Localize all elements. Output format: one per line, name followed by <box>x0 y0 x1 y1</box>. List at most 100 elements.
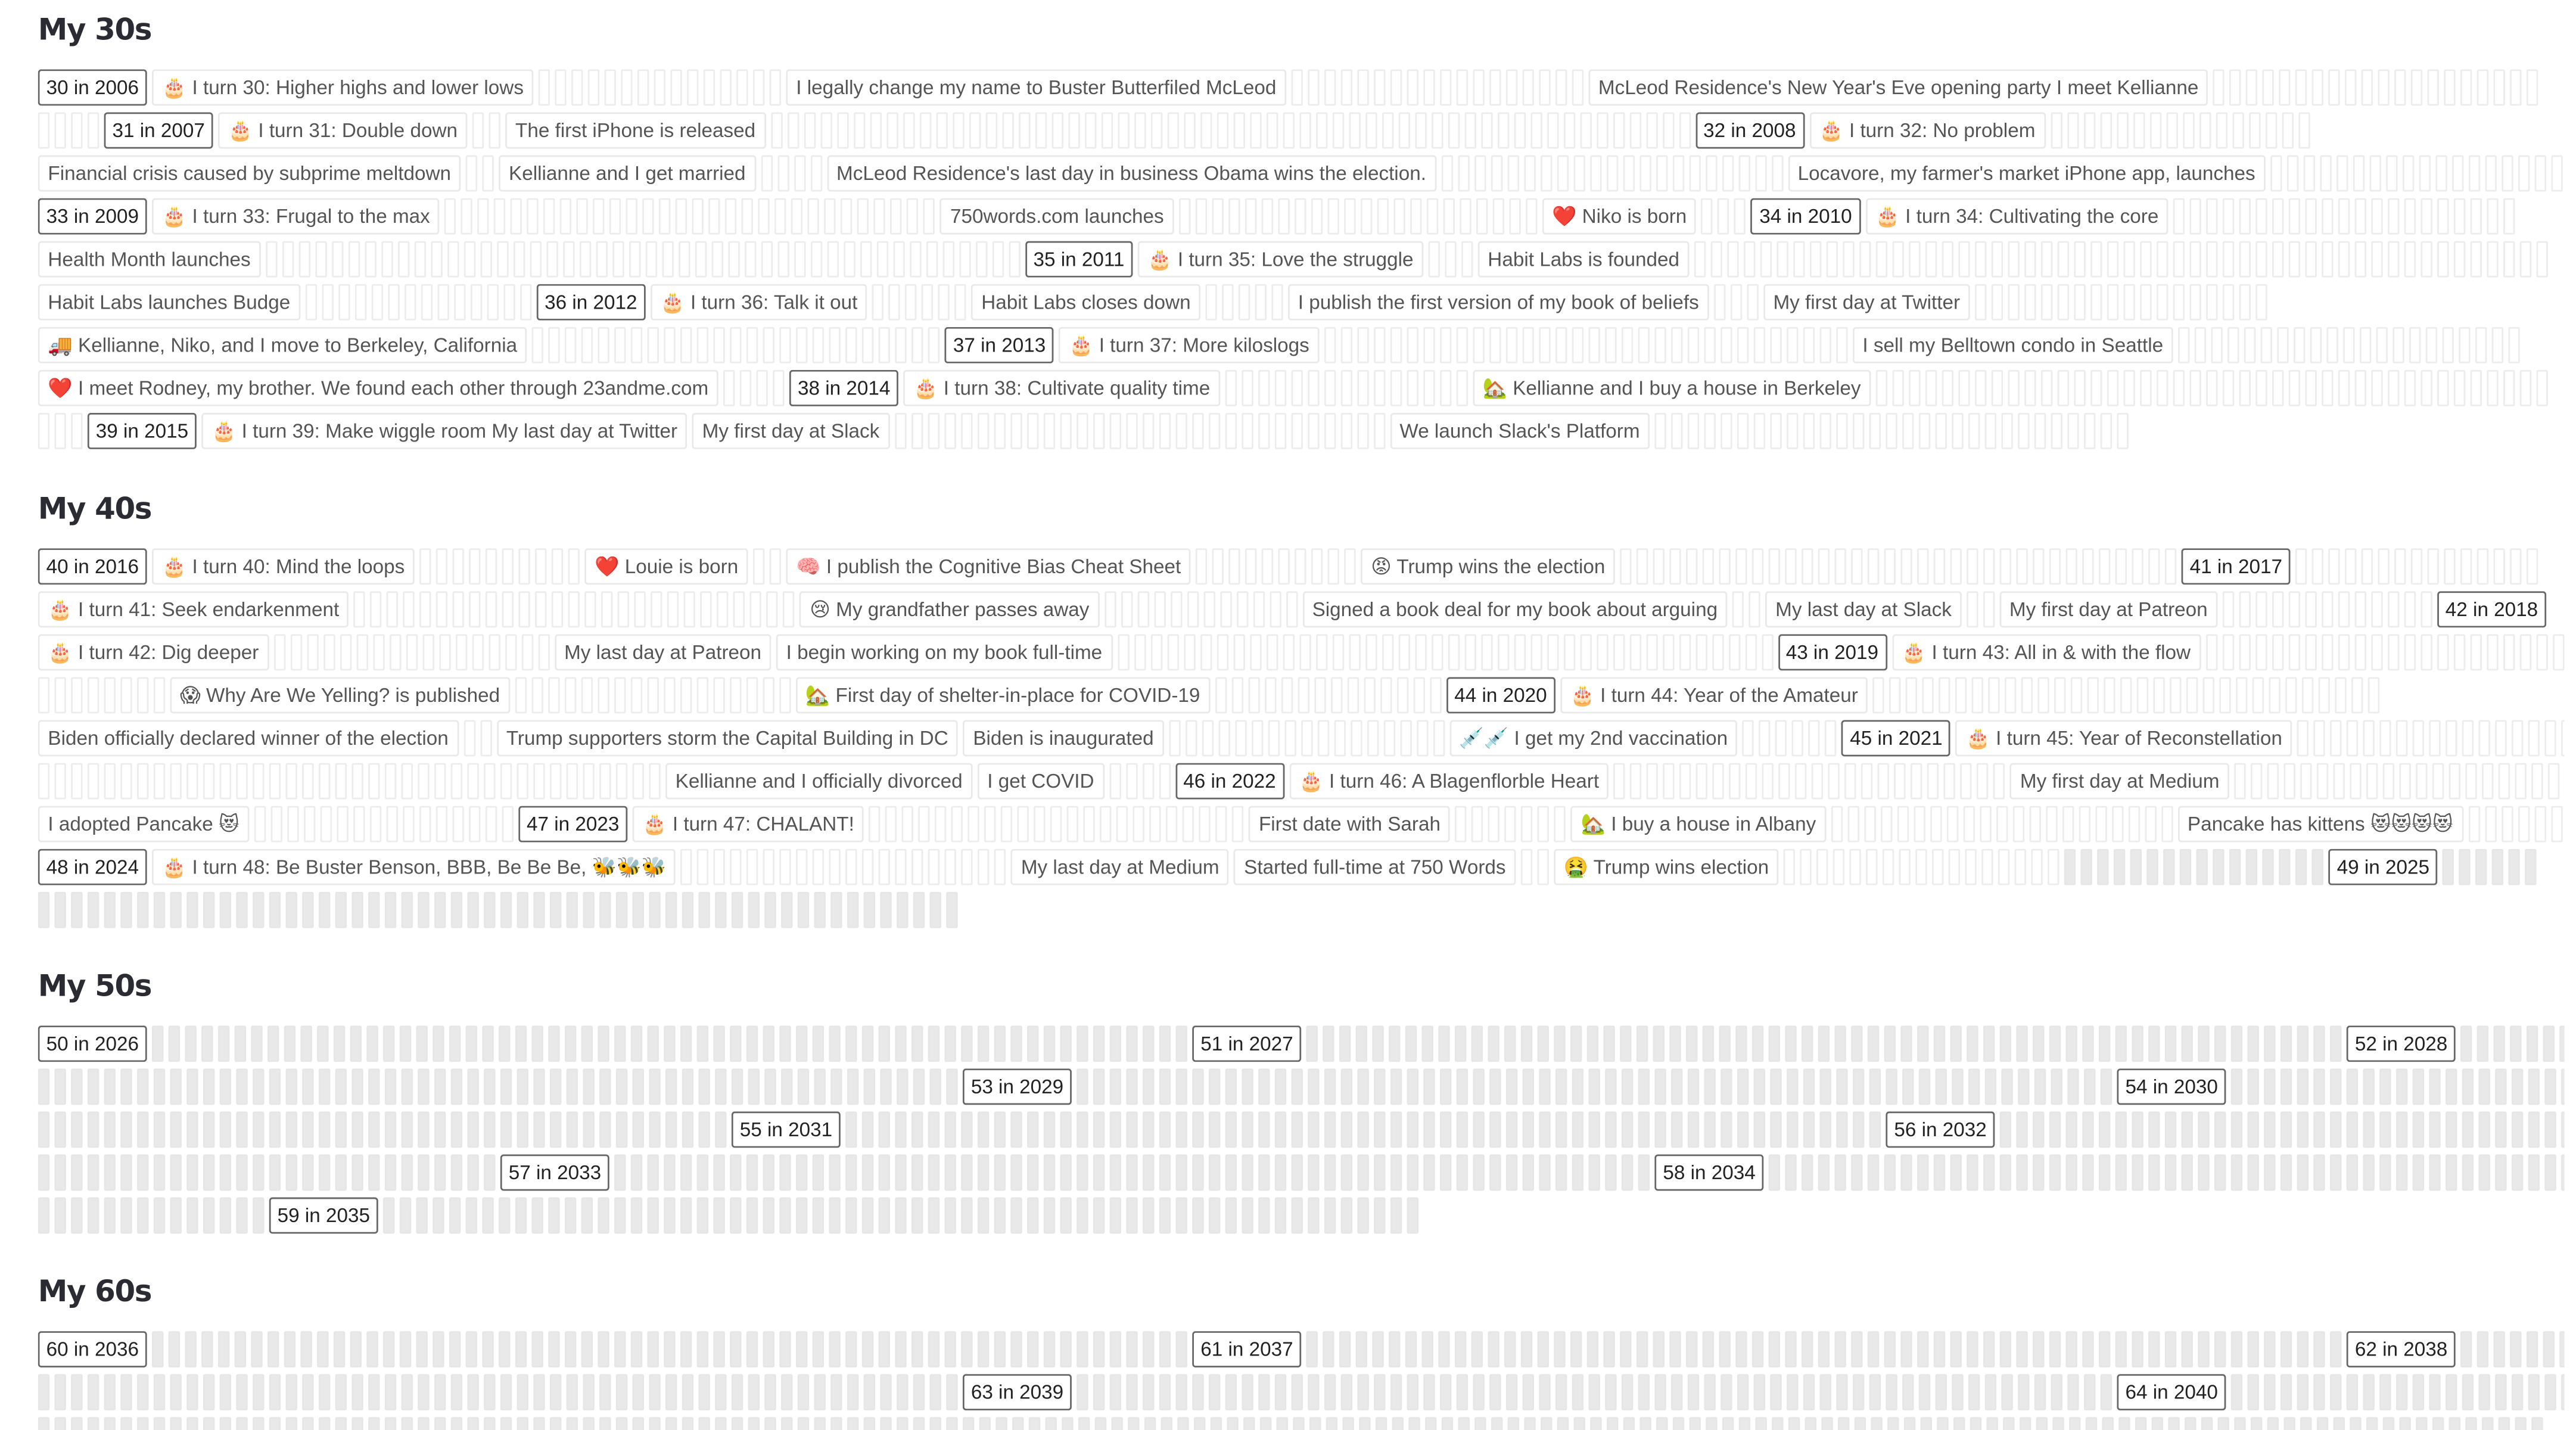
future-week-box <box>2477 1025 2489 1062</box>
event-label[interactable]: 💉💉 I get my 2nd vaccination <box>1449 720 1738 757</box>
week-box <box>670 69 683 106</box>
future-week-box <box>1421 1025 1434 1062</box>
event-label[interactable]: McLeod Residence's New Year's Eve openin… <box>1588 69 2209 106</box>
future-week-box <box>302 1154 314 1191</box>
event-label[interactable]: 🚚 Kellianne, Niko, and I move to Berkele… <box>38 327 527 363</box>
event-label[interactable]: 🎂 I turn 31: Double down <box>218 112 468 149</box>
event-label[interactable]: Trump supporters storm the Capital Build… <box>496 720 959 757</box>
event-label[interactable]: ❤️ Niko is born <box>1542 198 1697 235</box>
event-label[interactable]: I sell my Belltown condo in Seattle <box>1852 327 2173 363</box>
event-label[interactable]: My first day at Medium <box>2010 763 2230 800</box>
event-label[interactable]: Habit Labs closes down <box>971 284 1201 321</box>
future-week-box <box>1308 1197 1320 1234</box>
future-week-box <box>2330 1068 2342 1105</box>
future-week-box <box>1093 1111 1105 1148</box>
event-label[interactable]: I legally change my name to Buster Butte… <box>786 69 1287 106</box>
event-label[interactable]: 🎂 I turn 38: Cultivate quality time <box>903 369 1220 406</box>
week-box <box>1520 848 1532 885</box>
event-label[interactable]: 😡 Trump wins the election <box>1361 548 1616 585</box>
event-label[interactable]: 🏡 I buy a house in Albany <box>1570 806 1826 843</box>
future-week-box <box>269 1068 281 1105</box>
week-box <box>519 284 531 321</box>
week-box <box>2213 69 2225 106</box>
event-label[interactable]: 750words.com launches <box>940 198 1174 235</box>
event-label[interactable]: My first day at Slack <box>692 412 889 449</box>
event-label[interactable]: 🎂 I turn 45: Year of Reconstellation <box>1955 720 2292 757</box>
event-label[interactable]: 🏡 First day of shelter-in-place for COVI… <box>795 677 1211 714</box>
event-label[interactable]: My last day at Slack <box>1765 591 1962 628</box>
event-label[interactable]: 🎂 I turn 42: Dig deeper <box>38 634 269 671</box>
event-label[interactable]: 🎂 I turn 40: Mind the loops <box>152 548 415 585</box>
event-label[interactable]: 😢 My grandfather passes away <box>799 591 1100 628</box>
event-label[interactable]: First date with Sarah <box>1249 806 1451 843</box>
event-label[interactable]: My last day at Medium <box>1011 848 1230 885</box>
week-box <box>1744 241 1756 278</box>
future-week-box <box>1375 1417 1387 1430</box>
future-week-box <box>253 891 265 928</box>
week-box <box>2317 763 2329 800</box>
event-label[interactable]: McLeod Residence's last day in business … <box>826 155 1436 192</box>
event-label[interactable]: 🎂 I turn 47: CHALANT! <box>632 806 864 843</box>
event-label[interactable]: 🎂 I turn 34: Cultivating the core <box>1865 198 2169 235</box>
event-label[interactable]: ❤️ Louie is born <box>584 548 748 585</box>
future-week-box <box>1970 1417 1982 1430</box>
event-label[interactable]: 🎂 I turn 48: Be Buster Benson, BBB, Be B… <box>152 848 676 885</box>
event-label[interactable]: 🎂 I turn 41: Seek endarkenment <box>38 591 349 628</box>
event-label[interactable]: 🏡 Kellianne and I buy a house in Berkele… <box>1472 369 1871 406</box>
event-label[interactable]: 🎂 I turn 36: Talk it out <box>650 284 868 321</box>
event-label[interactable]: 🎂 I turn 35: Love the struggle <box>1137 241 1424 278</box>
event-label[interactable]: Habit Labs is founded <box>1477 241 1690 278</box>
event-label[interactable]: Biden is inaugurated <box>963 720 1164 757</box>
event-label[interactable]: 🎂 I turn 43: All in & with the flow <box>1891 634 2201 671</box>
event-label[interactable]: 🎂 I turn 33: Frugal to the max <box>152 198 440 235</box>
week-box <box>1556 155 1569 192</box>
event-label[interactable]: We launch Slack's Platform <box>1389 412 1650 449</box>
event-label[interactable]: I get COVID <box>977 763 1105 800</box>
week-box <box>2519 634 2531 671</box>
event-label[interactable]: Biden officially declared winner of the … <box>38 720 459 757</box>
event-label[interactable]: Locavore, my farmer's market iPhone app,… <box>1787 155 2266 192</box>
week-box <box>2425 327 2438 363</box>
future-week-box <box>1143 1025 1155 1062</box>
week-box <box>236 763 248 800</box>
event-label[interactable]: 🎂 I turn 30: Higher highs and lower lows <box>152 69 534 106</box>
event-label[interactable]: Kellianne and I get married <box>499 155 756 192</box>
future-week-box <box>1161 1417 1172 1430</box>
week-box <box>2289 198 2301 235</box>
event-label[interactable]: 🎂 I turn 39: Make wiggle room My last da… <box>201 412 687 449</box>
event-label[interactable]: I begin working on my book full-time <box>776 634 1112 671</box>
event-label[interactable]: Kellianne and I officially divorced <box>665 763 973 800</box>
week-box <box>1314 677 1326 714</box>
event-label[interactable]: 😱 Why Are We Yelling? is published <box>170 677 510 714</box>
event-label[interactable]: I adopted Pancake 😻 <box>38 806 250 843</box>
week-box <box>869 806 881 843</box>
event-label[interactable]: Started full-time at 750 Words <box>1234 848 1516 885</box>
event-label[interactable]: 🎂 I turn 46: A Blagenflorble Heart <box>1289 763 1609 800</box>
event-label[interactable]: My first day at Twitter <box>1763 284 1970 321</box>
week-box <box>1913 806 1925 843</box>
future-week-box <box>137 1154 149 1191</box>
event-label[interactable]: 🧠 I publish the Cognitive Bias Cheat She… <box>786 548 1191 585</box>
event-label[interactable]: Health Month launches <box>38 241 261 278</box>
event-label[interactable]: Signed a book deal for my book about arg… <box>1302 591 1728 628</box>
event-label[interactable]: The first iPhone is released <box>505 112 766 149</box>
future-week-box <box>87 1154 99 1191</box>
future-week-box <box>665 1111 677 1148</box>
event-label[interactable]: 🎂 I turn 32: No problem <box>1809 112 2046 149</box>
event-label[interactable]: 🤮 Trump wins election <box>1553 848 1779 885</box>
week-box <box>2116 112 2128 149</box>
event-label[interactable]: Financial crisis caused by subprime melt… <box>38 155 461 192</box>
event-label[interactable]: My last day at Patreon <box>554 634 771 671</box>
future-week-box <box>515 1331 527 1368</box>
event-label[interactable]: Pancake has kittens 😻😻😻😻 <box>2177 806 2463 843</box>
week-box <box>467 763 479 800</box>
future-week-box <box>1308 1068 1320 1105</box>
future-week-box <box>1045 1417 1057 1430</box>
event-label[interactable]: 🎂 I turn 37: More kiloslogs <box>1059 327 1320 363</box>
future-week-box <box>2330 1154 2342 1191</box>
event-label[interactable]: I publish the first version of my book o… <box>1288 284 1709 321</box>
event-label[interactable]: My first day at Patreon <box>1999 591 2218 628</box>
event-label[interactable]: ❤️ I meet Rodney, my brother. We found e… <box>38 369 718 406</box>
event-label[interactable]: Habit Labs launches Budge <box>38 284 300 321</box>
event-label[interactable]: 🎂 I turn 44: Year of the Amateur <box>1560 677 1868 714</box>
